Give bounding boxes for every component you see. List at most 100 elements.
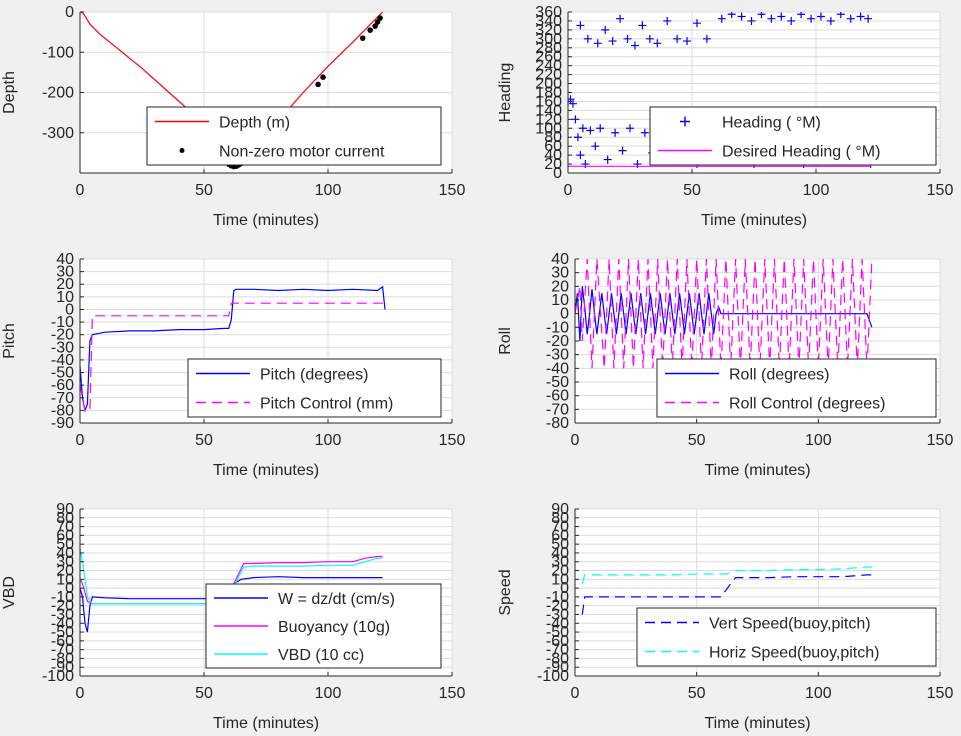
y-tick-label: 260: [535, 49, 562, 66]
series-1-point: [591, 142, 600, 151]
series-1-point: [846, 14, 855, 23]
series-1-point: [583, 34, 592, 43]
y-tick-label: 10: [56, 571, 74, 588]
series-1-point: [816, 12, 825, 21]
subplot-3: 0 50 100 150-90-80-70-60-50-40-30-20-100102…: [1, 251, 465, 479]
y-tick-label: -30: [51, 606, 74, 623]
y-tick-label: 70: [56, 519, 74, 536]
series-1-point: [702, 34, 711, 43]
y-tick-label: 280: [535, 40, 562, 57]
y-tick-label: 20: [56, 563, 74, 580]
y-tick-label: 60: [56, 527, 74, 544]
y-tick-label: 40: [551, 545, 569, 562]
y-tick-label: -30: [546, 606, 569, 623]
y-tick-label: 0: [65, 301, 74, 318]
y-tick-label: 80: [551, 510, 569, 527]
legend-label: Non-zero motor current: [219, 144, 385, 161]
y-tick-label: -90: [546, 659, 569, 676]
y-tick-label: -80: [51, 650, 74, 667]
legend-label: Buoyancy (10g): [278, 619, 390, 636]
subplot-1: 0 50 100 150 -300 -200 -100 0 Time (minutes) Dept…: [1, 4, 465, 229]
y-tick-label: -90: [51, 415, 74, 432]
series-1-point: [747, 16, 756, 25]
y-tick-label: 300: [535, 31, 562, 48]
legend-label: Horiz Speed(buoy,pitch): [709, 645, 879, 662]
y-tick-label: -10: [546, 589, 569, 606]
y-tick-label: 30: [551, 265, 569, 282]
y-tick-label: 90: [56, 501, 74, 518]
x-tick-label: 0: [76, 182, 85, 199]
subplot-4: 0 50 100 150-80-70-60-50-40-30-20-100102030…: [497, 251, 953, 479]
x-tick-label: 150: [927, 182, 954, 199]
y-tick-label: 0: [560, 306, 569, 323]
y-tick-label: 70: [551, 519, 569, 536]
legend: Heading ( °M) Desired Heading ( °M): [649, 106, 937, 166]
x-tick-label: 50: [688, 685, 706, 702]
y-tick-label: 30: [551, 554, 569, 571]
series-1-point: [856, 12, 865, 21]
y-tick-label: 200: [535, 76, 562, 93]
legend-label: Roll Control (degrees): [729, 396, 886, 413]
series-1-point: [603, 155, 612, 164]
series-1-point: [638, 21, 647, 30]
y-tick-label: -10: [546, 319, 569, 336]
y-tick-label: -90: [51, 659, 74, 676]
legend-box: [187, 358, 442, 418]
y-tick-label: 140: [535, 102, 562, 119]
y-tick-label: -20: [51, 327, 74, 344]
y-tick-label: -30: [546, 347, 569, 364]
series-layer: [581, 566, 872, 615]
y-tick-label: 220: [535, 67, 562, 84]
y-tick-label: 20: [56, 276, 74, 293]
series-1-point: [727, 12, 736, 19]
x-tick-label: 50: [683, 182, 701, 199]
y-tick-label: 50: [551, 536, 569, 553]
y-tick-label: -100: [42, 668, 74, 685]
legend-label: Desired Heading ( °M): [722, 144, 880, 161]
y-tick-label: 180: [535, 85, 562, 102]
y-tick-label: 0: [553, 165, 562, 182]
series-2-point: [315, 81, 321, 88]
x-axis-label: Time (minutes): [213, 715, 319, 732]
x-tick-label: 100: [315, 182, 342, 199]
series-1-point: [593, 39, 602, 48]
y-tick-label: 0: [560, 580, 569, 597]
y-tick-label: -70: [51, 390, 74, 407]
series-1-point: [576, 151, 585, 160]
series-1-point: [757, 12, 766, 19]
x-axis-label: Time (minutes): [213, 462, 319, 479]
x-axis-label: Time (minutes): [704, 715, 810, 732]
y-tick-label: -50: [546, 624, 569, 641]
legend-label: Roll (degrees): [729, 367, 829, 384]
y-axis-label: Roll: [497, 327, 514, 355]
y-tick-label: 10: [551, 571, 569, 588]
series-1-point: [692, 19, 701, 28]
x-tick-label: 0: [564, 182, 573, 199]
series-2-line: [575, 259, 873, 369]
series-1-point: [717, 14, 726, 23]
legend-label: Heading ( °M): [722, 115, 821, 132]
series-1-point: [611, 128, 620, 137]
y-axis-label: Depth: [1, 71, 18, 114]
y-tick-label: 320: [535, 22, 562, 39]
series-2-line: [581, 566, 872, 584]
y-tick-label: 60: [551, 527, 569, 544]
legend-marker: [179, 148, 185, 153]
series-1-point: [568, 99, 577, 108]
y-tick-label: -80: [546, 415, 569, 432]
y-tick-label: -40: [546, 615, 569, 632]
legend-label: W = dz/dt (cm/s): [278, 591, 395, 608]
legend-marker: [680, 116, 690, 127]
y-tick-label: 240: [535, 58, 562, 75]
y-tick-label: -70: [546, 642, 569, 659]
y-tick-label: 40: [56, 545, 74, 562]
y-tick-label: 20: [544, 156, 562, 173]
series-1-point: [618, 146, 627, 155]
x-tick-label: 100: [803, 182, 830, 199]
y-tick-label: -300: [42, 125, 74, 142]
x-tick-label: 50: [195, 432, 213, 449]
series-2-point: [374, 19, 381, 25]
series-2-point: [359, 35, 366, 41]
x-axis-label: Time (minutes): [213, 212, 319, 229]
